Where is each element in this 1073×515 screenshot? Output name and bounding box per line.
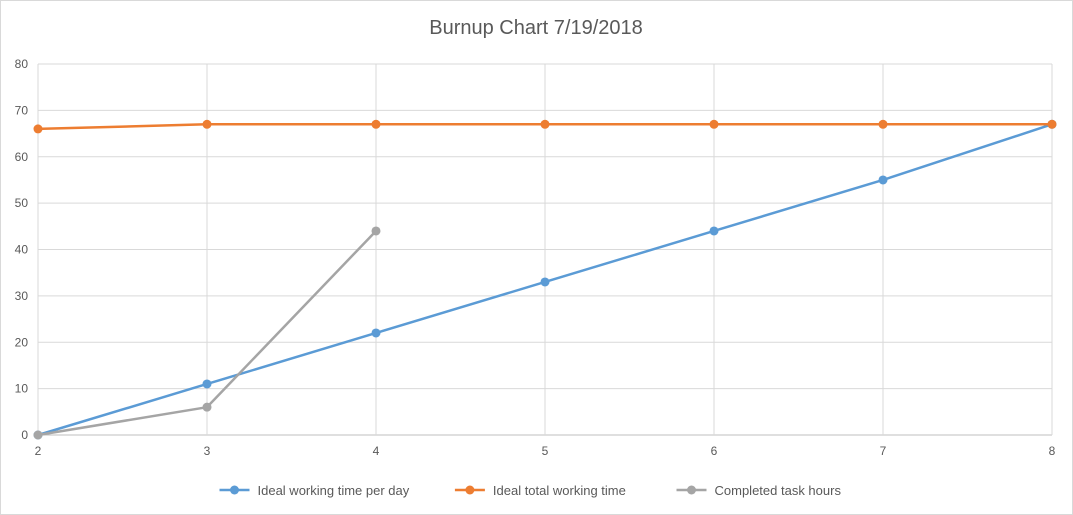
x-tick-label: 8 <box>1049 444 1056 458</box>
data-point <box>878 175 888 185</box>
chart-title: Burnup Chart 7/19/2018 <box>429 17 643 39</box>
y-tick-label: 40 <box>15 243 29 257</box>
x-tick-label: 3 <box>204 444 211 458</box>
data-point <box>202 379 212 389</box>
data-point <box>202 119 212 129</box>
y-tick-label: 80 <box>15 57 29 71</box>
data-point <box>540 119 550 129</box>
series-group <box>33 119 1057 440</box>
legend-swatch-marker <box>687 485 696 495</box>
y-tick-label: 70 <box>15 103 29 117</box>
data-point <box>371 119 381 129</box>
data-point <box>709 119 719 129</box>
legend-item-3: Completed task hours <box>676 483 842 498</box>
data-point <box>709 226 719 236</box>
y-tick-label: 60 <box>15 150 29 164</box>
legend-label: Completed task hours <box>715 483 842 498</box>
legend-item-2: Ideal total working time <box>454 483 626 498</box>
legend-label: Ideal working time per day <box>258 483 410 498</box>
x-tick-label: 4 <box>373 444 380 458</box>
y-tick-label: 50 <box>15 196 29 210</box>
data-point <box>540 277 550 287</box>
y-tick-label: 0 <box>21 428 28 442</box>
y-tick-label: 20 <box>15 335 29 349</box>
legend-item-1: Ideal working time per day <box>219 483 410 498</box>
y-tick-label: 30 <box>15 289 29 303</box>
data-point <box>202 402 212 412</box>
data-point <box>371 328 381 338</box>
data-point <box>33 430 43 440</box>
data-point <box>878 119 888 129</box>
x-tick-label: 6 <box>711 444 718 458</box>
legend-swatch-marker <box>465 485 475 495</box>
x-tick-label: 7 <box>880 444 887 458</box>
series-3 <box>33 226 381 440</box>
x-tick-label: 2 <box>35 444 42 458</box>
legend-swatch-marker <box>230 485 239 495</box>
series-2 <box>33 119 1057 134</box>
data-point <box>371 226 381 236</box>
data-point <box>1047 119 1057 129</box>
data-point <box>33 124 43 134</box>
axis-ticks: 0 10 20 30 40 50 60 70 80 2 3 4 5 6 7 8 <box>15 57 1056 458</box>
y-tick-label: 10 <box>15 382 29 396</box>
legend-label: Ideal total working time <box>493 483 626 498</box>
legend: Ideal working time per day Ideal total wo… <box>219 483 842 498</box>
grid <box>37 63 1053 436</box>
x-tick-label: 5 <box>542 444 549 458</box>
